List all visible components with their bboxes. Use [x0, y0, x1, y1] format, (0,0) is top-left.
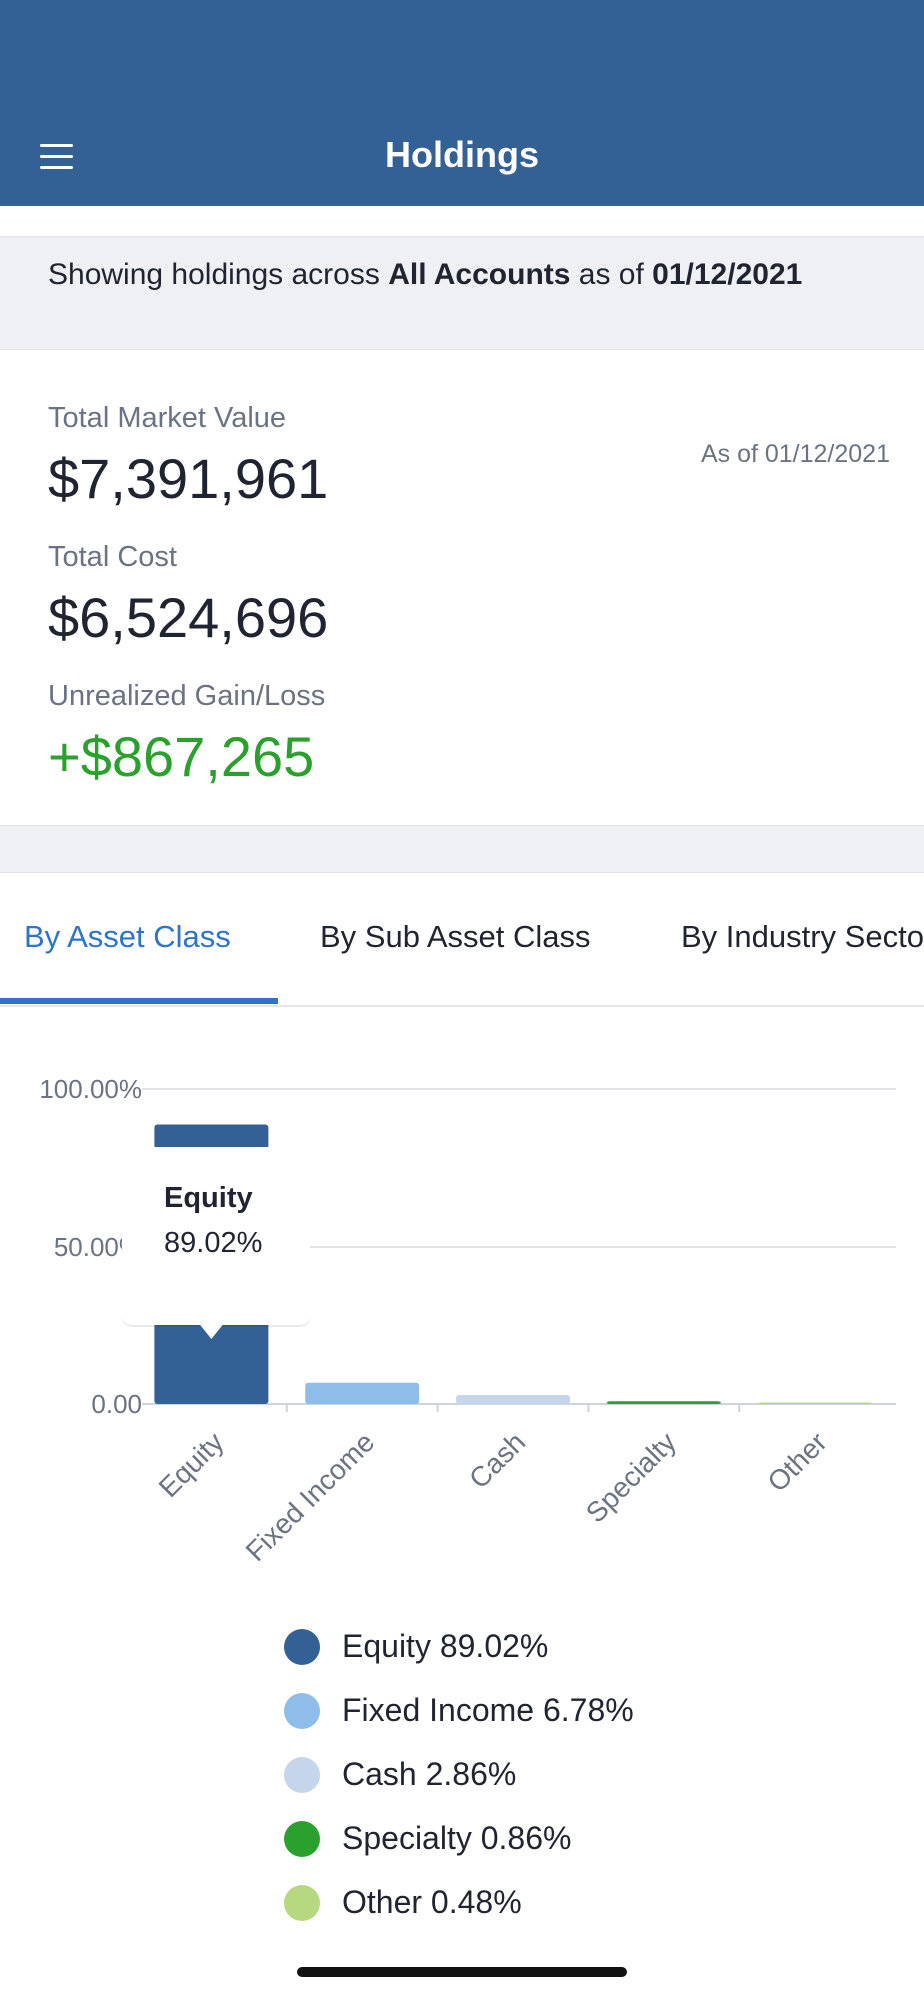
home-indicator: [297, 1967, 627, 1977]
legend-item-fixed-income[interactable]: Fixed Income 6.78%: [284, 1692, 634, 1729]
bar-specialty[interactable]: [606, 1401, 721, 1404]
menu-line: [40, 165, 73, 169]
legend-dot-cash: [284, 1756, 320, 1793]
total-market-value-label: Total Market Value: [48, 402, 287, 434]
scope-accounts[interactable]: All Accounts: [388, 258, 571, 291]
legend-label-other: Other 0.48%: [342, 1884, 522, 1920]
summary-card: [0, 351, 924, 825]
legend-item-equity[interactable]: Equity 89.02%: [284, 1628, 548, 1665]
section-divider: [0, 825, 924, 873]
scope-middle: as of: [570, 258, 653, 291]
x-tick-label: Other: [761, 1426, 832, 1497]
tooltip-value: 89.02%: [164, 1227, 262, 1259]
hamburger-menu-icon[interactable]: [40, 138, 84, 174]
legend-label-cash: Cash 2.86%: [342, 1756, 517, 1792]
tab-bar: By Asset Class By Sub Asset Class By Ind…: [0, 873, 924, 1007]
y-tick-label: 0.00: [91, 1389, 142, 1419]
active-tab-indicator: [0, 998, 278, 1004]
legend-dot-equity: [284, 1628, 320, 1665]
tooltip-title: Equity: [164, 1182, 253, 1214]
scope-text: Showing holdings across All Accounts as …: [48, 258, 802, 292]
total-market-value: $7,391,961: [48, 447, 329, 510]
total-cost-label: Total Cost: [48, 541, 177, 573]
total-cost: $6,524,696: [48, 586, 329, 649]
header-gap: [0, 206, 924, 236]
x-tick-label: Specialty: [580, 1426, 682, 1528]
bar-cash[interactable]: [456, 1395, 570, 1404]
scope-prefix: Showing holdings across: [48, 258, 389, 291]
scope-bar: [0, 236, 924, 350]
x-tick-label: Fixed Income: [240, 1426, 381, 1567]
tooltip-box: [122, 1147, 310, 1325]
x-tick-label: Equity: [153, 1426, 230, 1503]
as-of-date: As of 01/12/2021: [700, 440, 890, 468]
tab-by-asset-class[interactable]: By Asset Class: [24, 919, 231, 954]
legend-dot-other: [284, 1884, 320, 1921]
page-title: Holdings: [385, 134, 539, 175]
legend-label-fixed-income: Fixed Income 6.78%: [342, 1692, 634, 1728]
y-tick-label: 100.00%: [39, 1074, 142, 1104]
x-tick-label: Cash: [463, 1426, 531, 1494]
legend-item-specialty[interactable]: Specialty 0.86%: [284, 1820, 571, 1857]
legend-dot-fixed-income: [284, 1692, 320, 1729]
tooltip-pointer: [199, 1324, 224, 1339]
legend-item-other[interactable]: Other 0.48%: [284, 1884, 522, 1921]
legend-label-equity: Equity 89.02%: [342, 1628, 549, 1664]
app-header: [0, 0, 924, 206]
legend-label-specialty: Specialty 0.86%: [342, 1820, 572, 1856]
tab-by-industry-sector[interactable]: By Industry Sector: [681, 919, 924, 954]
tab-by-sub-asset-class[interactable]: By Sub Asset Class: [320, 919, 591, 954]
unrealized-gain-loss-value: +$867,265: [48, 725, 315, 788]
menu-line: [40, 154, 73, 158]
bar-fixed-income[interactable]: [305, 1382, 420, 1404]
legend-item-cash[interactable]: Cash 2.86%: [284, 1756, 516, 1793]
bar-other[interactable]: [757, 1402, 872, 1404]
menu-line: [40, 143, 73, 147]
legend-dot-specialty: [284, 1820, 320, 1857]
unrealized-gain-loss-label: Unrealized Gain/Loss: [48, 680, 326, 712]
scope-date: 01/12/2021: [652, 258, 803, 291]
